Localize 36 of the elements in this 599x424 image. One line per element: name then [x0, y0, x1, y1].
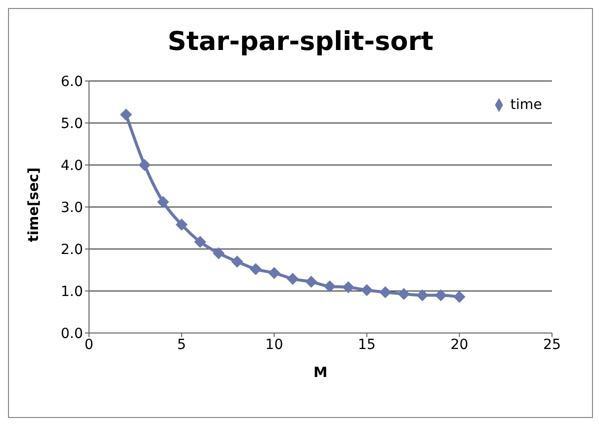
x-tick-label: 15 — [358, 336, 376, 353]
y-axis-title: time[sec] — [26, 168, 42, 242]
point — [286, 272, 299, 285]
point — [453, 290, 466, 303]
point — [250, 263, 262, 276]
point — [416, 289, 428, 302]
x-tick-label: 20 — [450, 336, 468, 353]
point — [268, 266, 280, 279]
x-tick-label: 25 — [543, 336, 561, 353]
point — [379, 286, 392, 298]
point — [231, 256, 244, 268]
y-tick-label: 6.0 — [60, 74, 83, 90]
x-tick-label: 0 — [84, 336, 94, 353]
point — [194, 236, 206, 248]
chart-title: Star-par-split-sort — [166, 27, 434, 57]
x-axis-title: M — [314, 365, 328, 381]
y-tick-label: 0.0 — [60, 326, 83, 342]
y-tick-label: 2.0 — [60, 242, 83, 258]
point — [138, 159, 151, 171]
point — [434, 289, 447, 302]
point — [176, 218, 188, 231]
y-tick-label: 5.0 — [60, 116, 83, 132]
y-tick-label: 4.0 — [60, 158, 83, 174]
point — [398, 288, 410, 300]
point — [360, 284, 373, 296]
point — [324, 280, 336, 292]
point — [342, 281, 354, 294]
point — [120, 108, 132, 121]
y-tick-label: 1.0 — [60, 284, 83, 300]
x-tick-label: 10 — [265, 336, 284, 353]
y-tick-label: 3.0 — [60, 200, 83, 216]
point — [305, 276, 318, 288]
legend-label: time — [510, 97, 542, 113]
x-tick-label: 5 — [177, 336, 186, 353]
point — [212, 247, 225, 260]
point — [157, 196, 170, 208]
